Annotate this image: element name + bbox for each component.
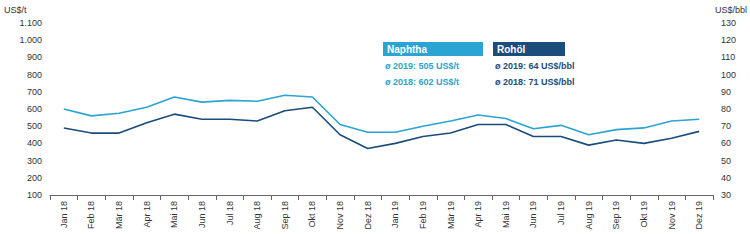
svg-text:Sep 18: Sep 18 <box>280 201 290 230</box>
svg-text:600: 600 <box>27 104 42 114</box>
svg-text:Jul 19: Jul 19 <box>556 201 566 225</box>
svg-text:70: 70 <box>721 121 731 131</box>
svg-text:90: 90 <box>721 87 731 97</box>
svg-text:60: 60 <box>721 138 731 148</box>
svg-text:Mär 19: Mär 19 <box>446 201 456 229</box>
svg-text:Jun 19: Jun 19 <box>528 201 538 228</box>
svg-text:30: 30 <box>721 190 731 200</box>
svg-text:Apr 18: Apr 18 <box>142 201 152 228</box>
svg-text:Mai 19: Mai 19 <box>501 201 511 228</box>
svg-text:Apr 19: Apr 19 <box>473 201 483 228</box>
svg-text:Sep 19: Sep 19 <box>611 201 621 230</box>
svg-text:ø 2019: 64 US$/bbl: ø 2019: 64 US$/bbl <box>495 61 575 71</box>
svg-text:800: 800 <box>27 70 42 80</box>
svg-text:80: 80 <box>721 104 731 114</box>
svg-text:40: 40 <box>721 173 731 183</box>
svg-text:700: 700 <box>27 87 42 97</box>
svg-text:300: 300 <box>27 156 42 166</box>
svg-text:130: 130 <box>721 18 736 28</box>
svg-text:Nov 18: Nov 18 <box>335 201 345 230</box>
svg-text:Okt 18: Okt 18 <box>307 201 317 228</box>
svg-text:ø 2018: 602 US$/t: ø 2018: 602 US$/t <box>385 77 459 87</box>
svg-text:200: 200 <box>27 173 42 183</box>
svg-text:Jan 18: Jan 18 <box>59 201 69 228</box>
svg-text:900: 900 <box>27 52 42 62</box>
svg-text:Jun 18: Jun 18 <box>197 201 207 228</box>
svg-text:US$/bbl: US$/bbl <box>715 5 747 15</box>
svg-text:Okt 19: Okt 19 <box>639 201 649 228</box>
svg-text:1.100: 1.100 <box>19 18 42 28</box>
svg-text:Aug 18: Aug 18 <box>252 201 262 230</box>
svg-text:120: 120 <box>721 35 736 45</box>
svg-text:Aug 19: Aug 19 <box>584 201 594 230</box>
svg-text:ø 2019: 505 US$/t: ø 2019: 505 US$/t <box>385 61 459 71</box>
svg-text:50: 50 <box>721 156 731 166</box>
svg-text:ø 2018: 71 US$/bbl: ø 2018: 71 US$/bbl <box>495 77 575 87</box>
svg-text:100: 100 <box>27 190 42 200</box>
svg-text:US$/t: US$/t <box>4 5 27 15</box>
svg-text:Mai 18: Mai 18 <box>169 201 179 228</box>
svg-text:Feb 19: Feb 19 <box>418 201 428 229</box>
svg-text:100: 100 <box>721 70 736 80</box>
svg-text:Rohöl: Rohöl <box>497 44 526 55</box>
svg-text:500: 500 <box>27 121 42 131</box>
svg-text:1.000: 1.000 <box>19 35 42 45</box>
svg-text:Naphtha: Naphtha <box>387 44 427 55</box>
svg-text:Feb 18: Feb 18 <box>86 201 96 229</box>
svg-text:Dez 19: Dez 19 <box>694 201 704 230</box>
svg-text:Jul 18: Jul 18 <box>225 201 235 225</box>
svg-text:110: 110 <box>721 52 735 62</box>
svg-text:Jan 19: Jan 19 <box>390 201 400 228</box>
svg-text:Mär 18: Mär 18 <box>114 201 124 229</box>
svg-text:Dez 18: Dez 18 <box>363 201 373 230</box>
svg-text:400: 400 <box>27 138 42 148</box>
svg-text:Nov 19: Nov 19 <box>667 201 677 230</box>
